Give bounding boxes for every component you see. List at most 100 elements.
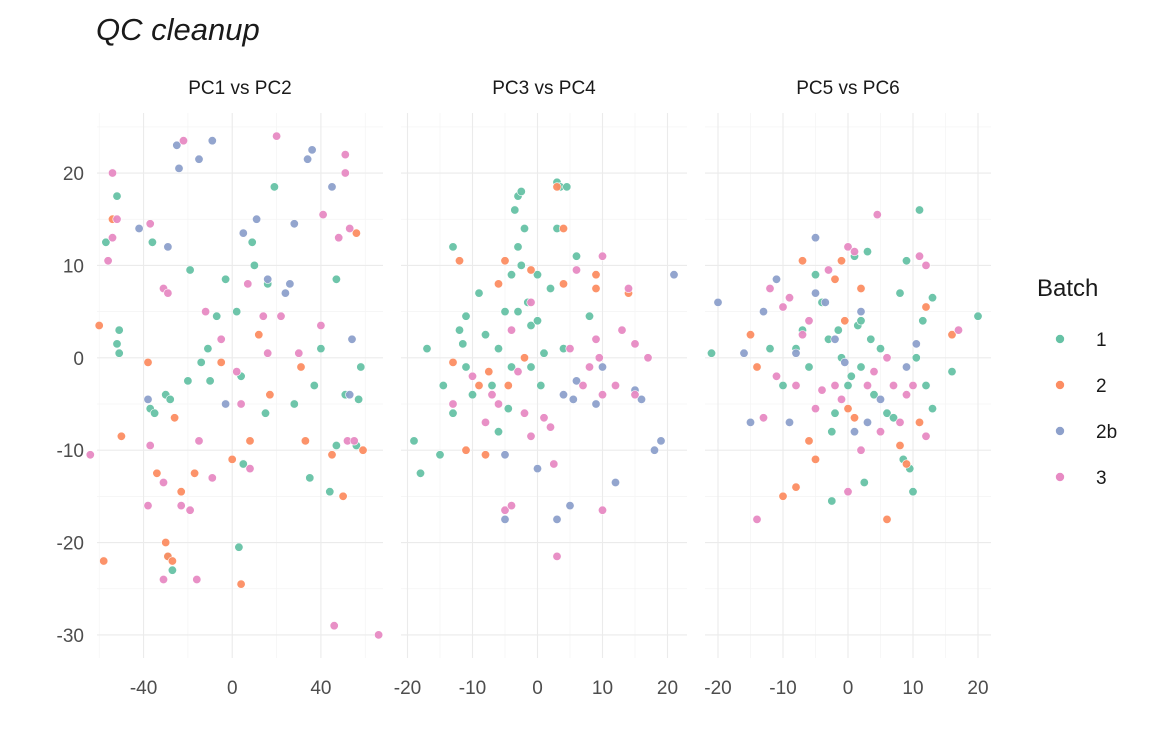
y-tick-label: -20 [57,534,84,555]
data-point-batch-2 [797,256,807,266]
data-point-batch-3 [145,440,155,450]
data-point-batch-3 [610,380,620,390]
data-point-batch-2 [474,380,484,390]
data-point-batch-1 [101,237,111,247]
data-point-batch-3 [597,390,607,400]
data-point-batch-1 [185,265,195,275]
data-point-batch-1 [571,251,581,261]
data-point-batch-3 [519,408,529,418]
data-point-batch-3 [526,431,536,441]
x-tick-label: -40 [130,678,157,699]
data-point-batch-1 [506,362,516,372]
data-point-batch-1 [260,408,270,418]
data-point-batch-3 [108,233,118,243]
data-point-batch-2b [307,145,317,155]
data-point-batch-2 [454,256,464,266]
data-point-batch-1 [516,187,526,197]
data-point-batch-2b [810,288,820,298]
data-point-batch-2b [345,390,355,400]
data-point-batch-2b [500,514,510,524]
data-point-batch-3 [258,311,268,321]
data-point-batch-1 [532,270,542,280]
data-point-batch-2 [190,468,200,478]
data-point-batch-2 [167,556,177,566]
data-point-batch-1 [859,477,869,487]
data-point-batch-1 [309,380,319,390]
data-point-batch-1 [474,288,484,298]
data-point-batch-3 [506,325,516,335]
data-point-batch-2b [597,362,607,372]
data-point-batch-2 [358,445,368,455]
data-point-batch-3 [797,330,807,340]
data-point-batch-2b [143,394,153,404]
data-point-batch-1 [503,404,513,414]
data-point-batch-1 [467,390,477,400]
data-point-batch-1 [513,242,523,252]
y-tick-label: 20 [63,164,84,185]
data-point-batch-3 [810,404,820,414]
data-point-batch-2b [303,154,313,164]
data-point-batch-2b [810,233,820,243]
data-point-batch-3 [843,242,853,252]
data-point-batch-3 [108,168,118,178]
data-point-batch-2 [500,256,510,266]
data-point-batch-2 [804,436,814,446]
data-point-batch-3 [513,367,523,377]
data-point-batch-2b [558,390,568,400]
data-point-batch-2 [526,265,536,275]
data-point-batch-3 [597,251,607,261]
data-point-batch-3 [349,436,359,446]
data-point-batch-2 [914,417,924,427]
data-point-batch-2b [327,182,337,192]
legend-label-1: 1 [1096,330,1107,351]
data-point-batch-2b [221,399,231,409]
data-point-batch-2 [296,362,306,372]
data-point-batch-1 [536,380,546,390]
data-point-batch-1 [461,311,471,321]
data-point-batch-1 [500,307,510,317]
data-point-batch-3 [921,431,931,441]
data-point-batch-2b [849,427,859,437]
data-point-batch-3 [194,436,204,446]
data-point-batch-1 [232,307,242,317]
chart-title: QC cleanup [96,12,260,47]
data-point-batch-1 [862,247,872,257]
data-point-batch-3 [552,551,562,561]
data-point-batch-1 [331,440,341,450]
panel-2: -20 -10 0 10 20 PC3 vs PC4 [394,78,687,699]
legend-key-1 [1055,334,1065,344]
y-tick-label: 0 [73,349,84,370]
data-point-batch-3 [895,417,905,427]
data-point-batch-3 [276,311,286,321]
data-point-batch-2b [289,219,299,229]
data-point-batch-2b [174,163,184,173]
data-point-batch-3 [207,473,217,483]
data-point-batch-1 [448,408,458,418]
data-point-batch-3 [908,380,918,390]
data-point-batch-1 [882,408,892,418]
data-point-batch-3 [145,219,155,229]
legend-title: Batch [1037,275,1098,302]
data-point-batch-3 [856,445,866,455]
data-point-batch-3 [245,464,255,474]
data-point-batch-3 [192,574,202,584]
data-point-batch-2b [263,274,273,284]
data-point-batch-1 [513,307,523,317]
data-point-batch-2 [591,283,601,293]
data-point-batch-3 [103,256,113,266]
data-point-batch-1 [458,339,468,349]
data-point-batch-2b [713,297,723,307]
y-tick-label: -30 [57,626,84,647]
data-point-batch-2 [810,454,820,464]
data-point-batch-3 [500,505,510,515]
legend-key-2b [1055,426,1065,436]
data-point-batch-3 [953,325,963,335]
panel-strip-title: PC3 vs PC4 [492,78,596,99]
data-point-batch-3 [623,283,633,293]
data-point-batch-2b [194,154,204,164]
data-point-batch-2 [170,413,180,423]
data-point-batch-3 [875,427,885,437]
data-point-batch-2 [921,302,931,312]
data-point-batch-3 [830,380,840,390]
data-point-batch-2 [227,454,237,464]
